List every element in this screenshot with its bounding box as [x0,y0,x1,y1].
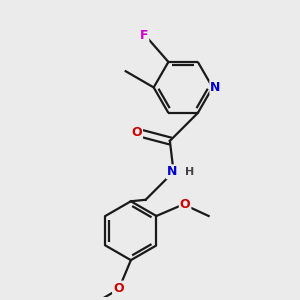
Text: H: H [185,167,194,177]
Text: N: N [167,165,177,178]
Text: O: O [180,198,190,211]
Text: N: N [210,81,221,94]
Text: O: O [131,126,142,139]
Text: O: O [113,282,124,295]
Text: F: F [140,29,148,42]
